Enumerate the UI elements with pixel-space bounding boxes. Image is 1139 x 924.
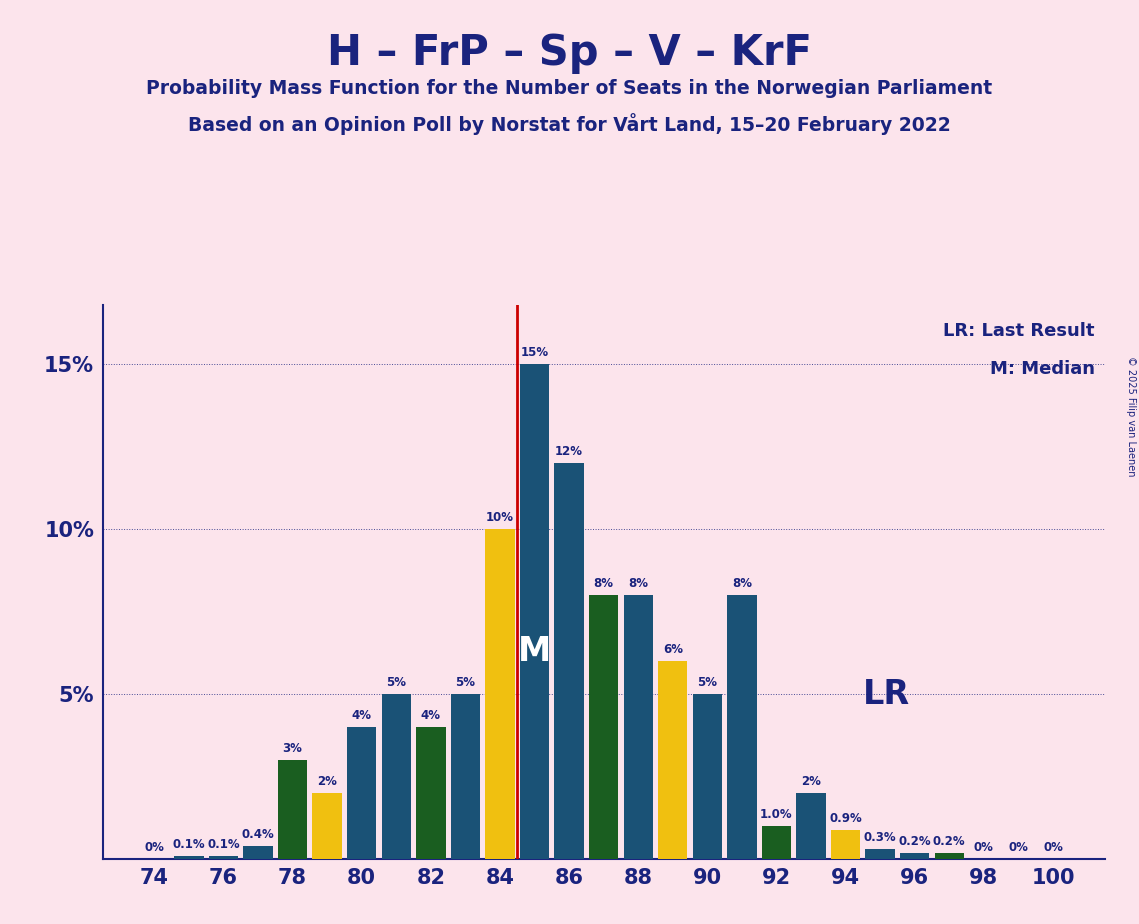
Text: 0.2%: 0.2% bbox=[933, 834, 966, 848]
Text: M: Median: M: Median bbox=[990, 360, 1095, 378]
Text: 2%: 2% bbox=[318, 775, 337, 788]
Bar bbox=[312, 794, 342, 859]
Text: 0.3%: 0.3% bbox=[863, 832, 896, 845]
Text: 5%: 5% bbox=[697, 676, 718, 689]
Text: LR: Last Result: LR: Last Result bbox=[943, 322, 1095, 339]
Bar bbox=[485, 529, 515, 859]
Text: 5%: 5% bbox=[456, 676, 475, 689]
Bar bbox=[347, 727, 376, 859]
Text: 1.0%: 1.0% bbox=[760, 808, 793, 821]
Bar bbox=[589, 595, 618, 859]
Bar bbox=[762, 826, 792, 859]
Bar bbox=[900, 853, 929, 859]
Text: 0%: 0% bbox=[1008, 842, 1029, 855]
Text: 0%: 0% bbox=[974, 842, 994, 855]
Text: 5%: 5% bbox=[386, 676, 407, 689]
Text: LR: LR bbox=[863, 678, 910, 711]
Text: 8%: 8% bbox=[629, 578, 648, 590]
Text: 15%: 15% bbox=[521, 346, 549, 359]
Bar bbox=[382, 694, 411, 859]
Bar bbox=[174, 856, 204, 859]
Text: Probability Mass Function for the Number of Seats in the Norwegian Parliament: Probability Mass Function for the Number… bbox=[147, 79, 992, 98]
Text: 0%: 0% bbox=[145, 842, 164, 855]
Text: 0.1%: 0.1% bbox=[207, 838, 240, 851]
Bar bbox=[208, 856, 238, 859]
Text: 4%: 4% bbox=[420, 710, 441, 723]
Bar bbox=[519, 364, 549, 859]
Bar bbox=[796, 794, 826, 859]
Text: 8%: 8% bbox=[732, 578, 752, 590]
Text: 4%: 4% bbox=[352, 710, 371, 723]
Text: 2%: 2% bbox=[801, 775, 821, 788]
Bar bbox=[278, 760, 308, 859]
Text: 0.9%: 0.9% bbox=[829, 811, 862, 825]
Text: 6%: 6% bbox=[663, 643, 682, 656]
Text: 0.4%: 0.4% bbox=[241, 828, 274, 841]
Bar bbox=[727, 595, 756, 859]
Text: Based on an Opinion Poll by Norstat for Vårt Land, 15–20 February 2022: Based on an Opinion Poll by Norstat for … bbox=[188, 113, 951, 135]
Text: 3%: 3% bbox=[282, 742, 303, 756]
Text: 0.2%: 0.2% bbox=[899, 834, 931, 848]
Text: 10%: 10% bbox=[486, 511, 514, 525]
Bar bbox=[935, 853, 964, 859]
Text: H – FrP – Sp – V – KrF: H – FrP – Sp – V – KrF bbox=[327, 32, 812, 74]
Bar bbox=[866, 849, 895, 859]
Text: 0.1%: 0.1% bbox=[173, 838, 205, 851]
Bar bbox=[831, 830, 860, 859]
Bar bbox=[623, 595, 653, 859]
Bar bbox=[244, 846, 272, 859]
Bar bbox=[416, 727, 445, 859]
Text: © 2025 Filip van Laenen: © 2025 Filip van Laenen bbox=[1126, 356, 1136, 476]
Text: 8%: 8% bbox=[593, 578, 614, 590]
Bar bbox=[658, 662, 688, 859]
Text: 12%: 12% bbox=[555, 445, 583, 458]
Bar bbox=[693, 694, 722, 859]
Bar bbox=[451, 694, 481, 859]
Bar bbox=[555, 463, 584, 859]
Text: 0%: 0% bbox=[1043, 842, 1063, 855]
Text: M: M bbox=[518, 635, 551, 668]
